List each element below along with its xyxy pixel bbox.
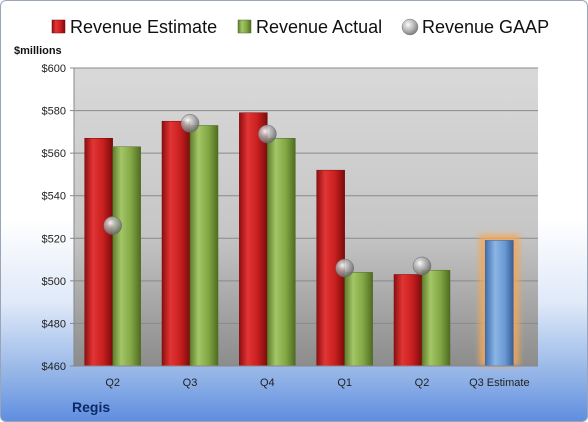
y-tick-label: $460 bbox=[42, 361, 66, 373]
y-tick-label: $520 bbox=[42, 233, 66, 245]
bar-revenue-actual bbox=[112, 146, 141, 367]
x-tick-label: Q1 bbox=[337, 377, 352, 389]
x-tick-label: Q3 Estimate bbox=[469, 377, 530, 389]
x-tick-label: Q4 bbox=[260, 377, 275, 389]
legend: Revenue Estimate Revenue Actual Revenue … bbox=[51, 17, 549, 37]
bar-q3-estimate bbox=[485, 240, 514, 367]
legend-label-revenue-gaap: Revenue GAAP bbox=[422, 17, 549, 37]
y-tick-label: $560 bbox=[42, 148, 66, 160]
legend-item-revenue-estimate: Revenue Estimate bbox=[51, 17, 217, 37]
marker-revenue-gaap bbox=[335, 258, 354, 278]
x-tick-label: Q3 bbox=[183, 377, 198, 389]
y-axis-unit-label: $millions bbox=[14, 45, 62, 57]
legend-swatch-green bbox=[237, 19, 252, 34]
y-tick-label: $480 bbox=[42, 318, 66, 330]
bar-revenue-actual bbox=[267, 137, 296, 367]
marker-revenue-gaap bbox=[258, 124, 277, 144]
y-tick-label: $540 bbox=[42, 191, 66, 203]
bar-revenue-actual bbox=[344, 272, 373, 367]
bar-revenue-estimate bbox=[239, 112, 268, 367]
marker-revenue-gaap bbox=[103, 216, 122, 235]
y-axis: $460 $480 $500 $520 $540 $560 $580 $600 bbox=[42, 63, 75, 373]
bar-revenue-estimate bbox=[393, 274, 423, 367]
y-tick-label: $500 bbox=[42, 276, 66, 288]
legend-swatch-red bbox=[51, 19, 66, 34]
gaap-markers bbox=[103, 114, 432, 278]
marker-revenue-gaap bbox=[180, 114, 200, 133]
bar-revenue-actual bbox=[421, 269, 451, 367]
y-tick-label: $600 bbox=[42, 63, 66, 75]
plot-area bbox=[74, 68, 538, 366]
x-tick-label: Q2 bbox=[105, 377, 120, 389]
y-tick-label: $580 bbox=[42, 106, 66, 118]
legend-label-revenue-actual: Revenue Actual bbox=[256, 17, 382, 37]
bars bbox=[84, 112, 520, 367]
bar-revenue-estimate bbox=[161, 120, 191, 367]
legend-item-revenue-gaap: Revenue GAAP bbox=[401, 17, 549, 37]
bar-revenue-estimate bbox=[84, 137, 113, 367]
bar-revenue-actual bbox=[189, 125, 219, 367]
x-tick-label: Q2 bbox=[415, 377, 430, 389]
marker-revenue-gaap bbox=[412, 256, 432, 276]
legend-item-revenue-actual: Revenue Actual bbox=[237, 17, 382, 37]
legend-label-revenue-estimate: Revenue Estimate bbox=[70, 17, 217, 37]
x-axis: Q2 Q3 Q4 Q1 Q2 Q3 Estimate bbox=[74, 365, 538, 389]
company-name: Regis bbox=[72, 399, 110, 415]
legend-swatch-gaap bbox=[401, 18, 419, 36]
